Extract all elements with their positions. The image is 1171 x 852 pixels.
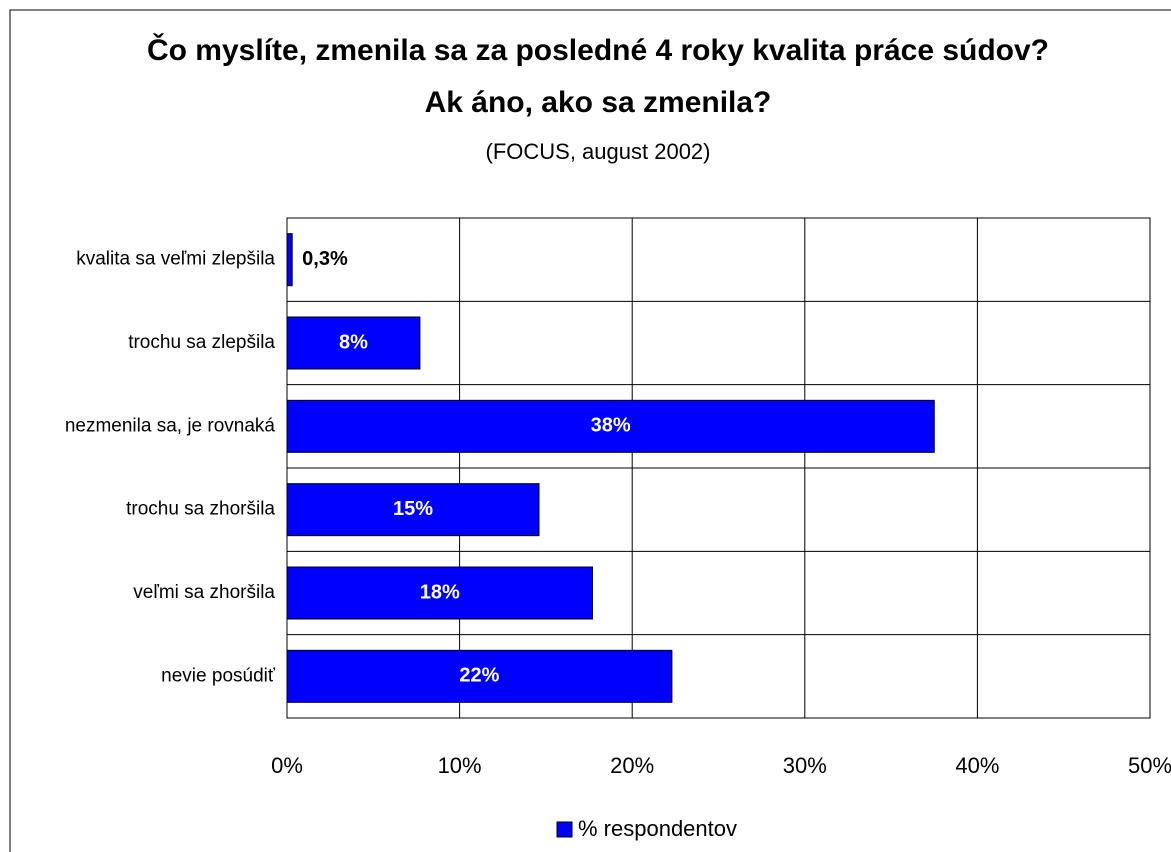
x-tick-label: 10% <box>438 753 482 778</box>
y-tick-label: trochu sa zhoršila <box>126 499 275 520</box>
legend-swatch <box>556 821 573 838</box>
data-label: 22% <box>459 665 499 687</box>
x-tick-label: 50% <box>1128 753 1171 778</box>
bar <box>286 233 293 287</box>
bar <box>286 649 673 703</box>
data-label: 38% <box>591 415 631 437</box>
y-tick-label: nevie posúdiť <box>161 665 276 686</box>
y-tick-label: nezmenila sa, je rovnaká <box>65 415 276 436</box>
x-tick-label: 0% <box>271 753 303 778</box>
legend-label: % respondentov <box>578 816 737 841</box>
bar <box>286 316 421 370</box>
chart-title: Ak áno, ako sa zmenila? <box>425 86 772 119</box>
x-tick-label: 40% <box>955 753 999 778</box>
bar <box>286 566 594 620</box>
y-tick-label: kvalita sa veľmi zlepšila <box>76 249 275 270</box>
data-label: 8% <box>339 331 368 353</box>
y-tick-label: trochu sa zlepšila <box>128 332 275 353</box>
chart-subtitle: (FOCUS, august 2002) <box>486 139 711 164</box>
y-tick-label: veľmi sa zhoršila <box>133 582 275 603</box>
chart-title: Čo myslíte, zmenila sa za posledné 4 rok… <box>147 33 1049 67</box>
x-tick-label: 20% <box>610 753 654 778</box>
data-label: 0,3% <box>302 248 348 270</box>
bar <box>286 483 540 537</box>
data-label: 15% <box>393 498 433 520</box>
data-label: 18% <box>420 581 460 603</box>
x-tick-label: 30% <box>783 753 827 778</box>
bar <box>286 399 935 453</box>
